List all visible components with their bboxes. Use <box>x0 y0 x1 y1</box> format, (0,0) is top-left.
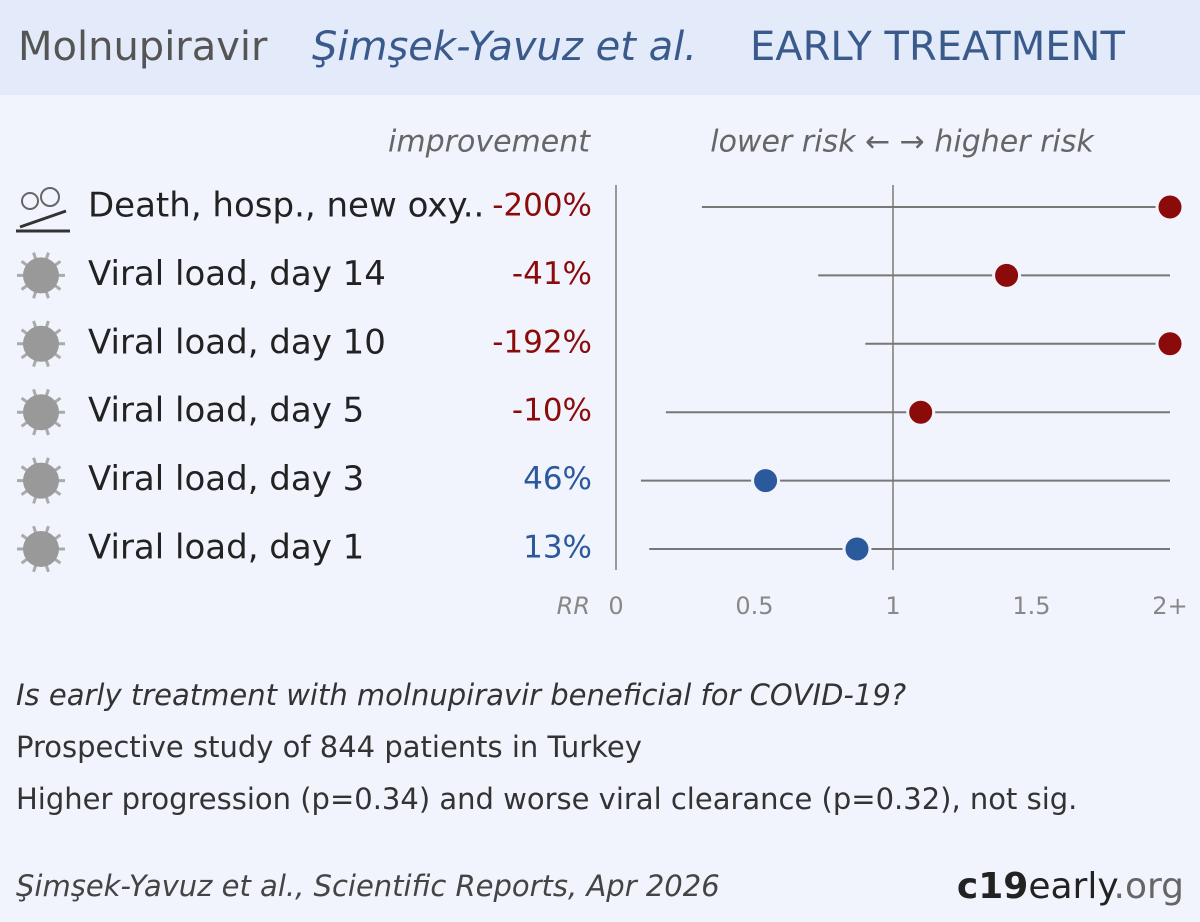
point-estimate <box>1155 329 1185 359</box>
point-estimate <box>842 534 872 564</box>
brand-part: c19 <box>957 866 1028 907</box>
value-label: -41% <box>512 256 592 292</box>
chart-subtitle: EARLY TREATMENT <box>750 24 1125 70</box>
icon-people <box>40 187 60 207</box>
row-label: Viral load, day 1 <box>88 528 364 568</box>
point-estimate <box>1155 192 1185 222</box>
citation: Şimşek-Yavuz et al., Scientific Reports,… <box>16 869 720 903</box>
row-label: Death, hosp., new oxy.. <box>88 186 484 226</box>
row-label: Viral load, day 10 <box>88 322 386 362</box>
row-label: Viral load, day 14 <box>88 254 386 294</box>
header-band <box>0 0 1200 95</box>
icon-virus <box>23 257 59 294</box>
value-label: -200% <box>492 188 592 224</box>
x-tick-label: 1.5 <box>1012 592 1050 620</box>
direction-label: lower risk ← → higher risk <box>710 125 1095 160</box>
point-estimate <box>906 397 936 427</box>
row-label: Viral load, day 3 <box>88 459 364 499</box>
value-label: 46% <box>523 461 592 497</box>
summary-line: Prospective study of 844 patients in Tur… <box>16 730 642 764</box>
icon-people <box>21 192 39 210</box>
value-label: -10% <box>512 393 592 429</box>
icon-virus <box>23 394 59 431</box>
brand: c19early.org <box>957 866 1184 907</box>
x-tick-label: 0 <box>608 592 623 620</box>
value-label: -192% <box>492 324 592 360</box>
point-estimate <box>751 466 781 496</box>
icon-virus <box>23 462 59 499</box>
x-axis-label: RR <box>557 592 590 620</box>
x-tick-label: 0.5 <box>735 592 773 620</box>
x-tick-label: 2+ <box>1152 592 1187 620</box>
point-estimate <box>992 260 1022 290</box>
row-label: Viral load, day 5 <box>88 391 364 431</box>
summary-line: Is early treatment with molnupiravir ben… <box>16 678 906 712</box>
summary-line: Higher progression (p=0.34) and worse vi… <box>16 782 1077 816</box>
icon-virus <box>23 531 59 567</box>
chart-title: Molnupiravir <box>18 24 268 70</box>
study-name: Şimşek-Yavuz et al. <box>312 24 697 70</box>
icon-virus <box>23 325 59 362</box>
brand-part: .org <box>1114 866 1185 907</box>
icon-trend <box>16 209 70 233</box>
column-header: improvement <box>388 125 591 160</box>
value-label: 13% <box>523 530 592 566</box>
x-tick-label: 1 <box>885 592 900 620</box>
brand-part: early <box>1028 866 1118 907</box>
